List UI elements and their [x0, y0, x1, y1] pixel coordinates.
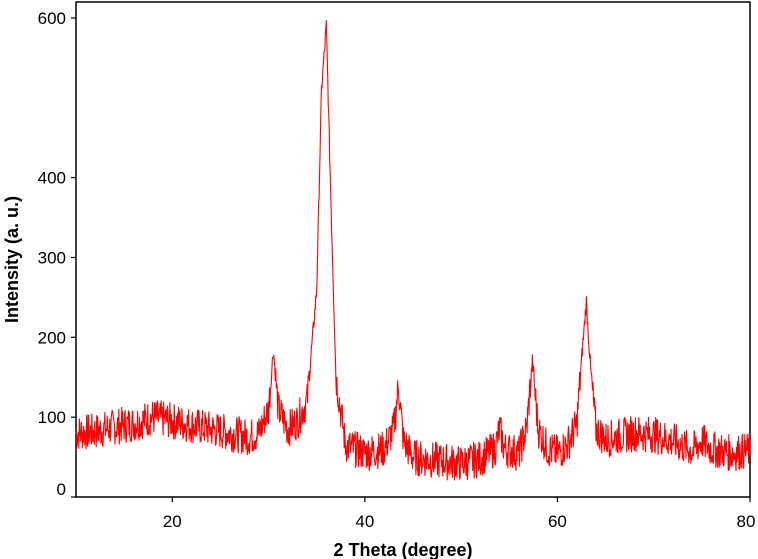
plot-area — [75, 1, 751, 498]
x-axis-ticks: 20 40 60 80 — [163, 497, 756, 531]
y-tick-label: 100 — [38, 408, 66, 427]
y-tick-label: 200 — [38, 328, 66, 347]
x-tick-label: 40 — [355, 512, 374, 531]
y-axis-title: Intensity (a. u.) — [2, 196, 22, 323]
series-line — [75, 20, 751, 481]
x-tick-label: 20 — [163, 512, 182, 531]
y-tick-label: 0 — [57, 480, 66, 499]
y-tick-label: 400 — [38, 169, 66, 188]
plot-frame — [75, 1, 751, 498]
series-group — [75, 20, 751, 481]
y-tick-label: 300 — [38, 248, 66, 267]
x-tick-label: 60 — [548, 512, 567, 531]
y-tick-label: 600 — [38, 9, 66, 28]
y-axis-ticks: 0 100 200 300 400 600 — [38, 9, 76, 499]
x-tick-label: 80 — [737, 512, 756, 531]
x-axis-title: 2 Theta (degree) — [333, 540, 472, 559]
